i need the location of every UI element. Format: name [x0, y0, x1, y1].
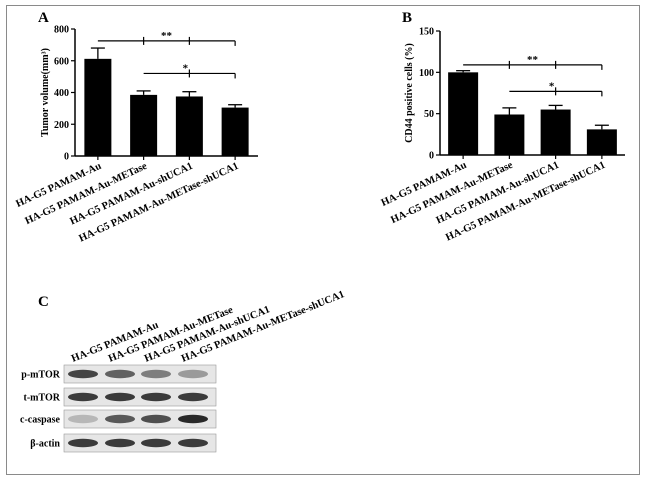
significance-label: ** [527, 54, 539, 66]
blot-strip [63, 364, 217, 384]
blot-row-label: p-mTOR [21, 370, 60, 381]
blot-band [105, 392, 135, 402]
y-tick-label: 600 [54, 56, 69, 67]
blot-band [141, 414, 171, 424]
blot-band [178, 392, 208, 402]
blot-strip [63, 433, 217, 453]
y-tick-label: 150 [419, 27, 434, 38]
blot-band [68, 438, 98, 448]
bar [586, 129, 617, 155]
bar [175, 96, 203, 156]
blot-band [105, 438, 135, 448]
blot-band [105, 414, 135, 424]
bar [221, 107, 249, 156]
significance-label: * [549, 80, 555, 92]
panel-b-letter: B [402, 10, 412, 26]
blot-row-label: β-actin [30, 439, 60, 450]
blot-band [68, 414, 98, 424]
y-tick-label: 100 [419, 68, 434, 79]
y-tick-label: 0 [429, 151, 434, 162]
y-tick-label: 0 [64, 152, 69, 163]
blot-band [141, 438, 171, 448]
blot-band [68, 392, 98, 402]
blot-band [68, 369, 98, 379]
y-axis-title: CD44 positive cells (%) [404, 43, 415, 143]
blot-band [178, 369, 208, 379]
blot-band [141, 392, 171, 402]
significance-label: * [183, 62, 189, 74]
y-tick-label: 50 [424, 109, 434, 120]
panel-c-letter: C [38, 294, 49, 310]
blot-band [105, 369, 135, 379]
y-tick-label: 400 [54, 88, 69, 99]
y-axis-title: Tumor volume(mm³) [40, 48, 51, 137]
bar [448, 72, 479, 155]
blot-band [178, 414, 208, 424]
y-tick-label: 800 [54, 25, 69, 36]
bar [494, 114, 525, 155]
figure-frame [6, 5, 640, 475]
y-tick-label: 200 [54, 120, 69, 131]
blot-column-label: HA-G5 PAMAM-Au-METase-shUCA1 [180, 289, 346, 365]
significance-label: ** [161, 30, 173, 42]
blot-band [141, 369, 171, 379]
blot-row-label: c-caspase [20, 415, 61, 426]
blot-strip [63, 387, 217, 407]
bar [84, 58, 112, 156]
bar [540, 109, 571, 155]
blot-band [178, 438, 208, 448]
panel-a-letter: A [38, 10, 49, 26]
bar [130, 94, 158, 156]
blot-strip [63, 409, 217, 429]
blot-row-label: t-mTOR [24, 393, 61, 404]
